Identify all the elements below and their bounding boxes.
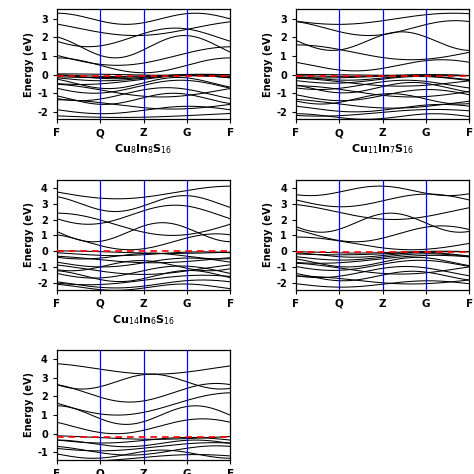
Y-axis label: Energy (eV): Energy (eV) [264, 202, 273, 267]
X-axis label: Cu$_{11}$In$_7$S$_{16}$: Cu$_{11}$In$_7$S$_{16}$ [351, 143, 414, 156]
X-axis label: Cu$_{14}$In$_6$S$_{16}$: Cu$_{14}$In$_6$S$_{16}$ [112, 313, 175, 327]
Y-axis label: Energy (eV): Energy (eV) [24, 373, 34, 438]
X-axis label: Cu$_8$In$_8$S$_{16}$: Cu$_8$In$_8$S$_{16}$ [114, 143, 173, 156]
Y-axis label: Energy (eV): Energy (eV) [264, 32, 273, 97]
Y-axis label: Energy (eV): Energy (eV) [24, 202, 34, 267]
Y-axis label: Energy (eV): Energy (eV) [24, 32, 34, 97]
